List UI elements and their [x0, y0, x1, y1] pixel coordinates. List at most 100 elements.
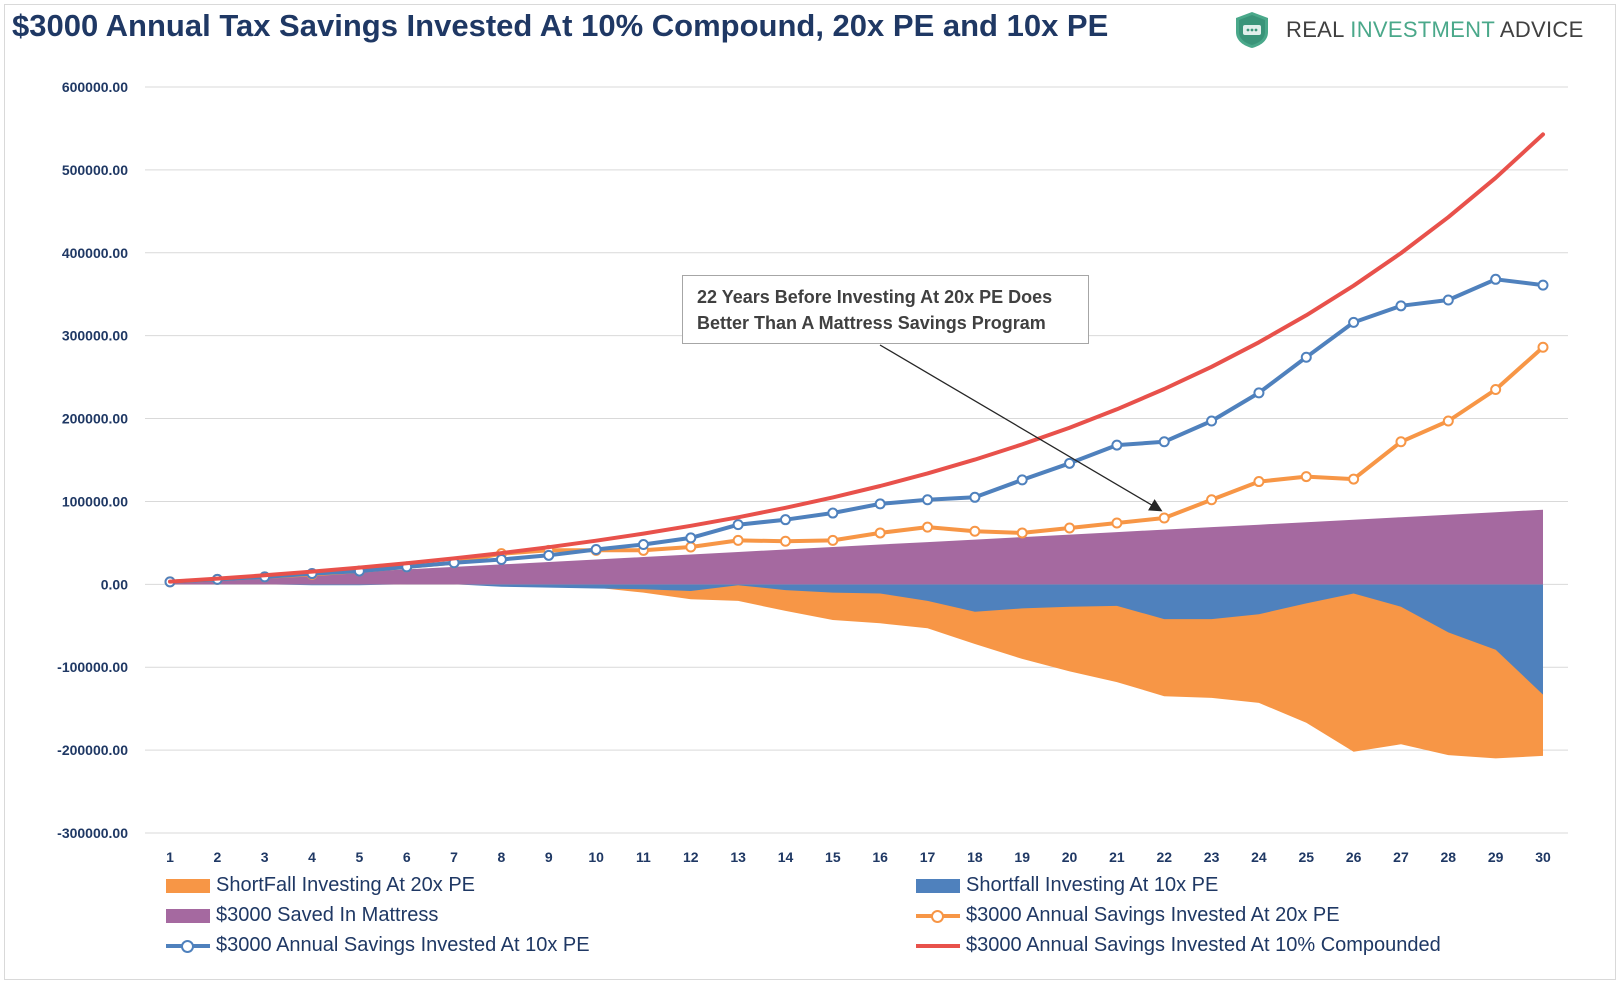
marker-3000-annual-savings-invested-at-10x-pe	[1016, 474, 1028, 486]
marker-3000-annual-savings-invested-at-20x-pe	[827, 534, 839, 546]
x-tick-label: 26	[1346, 849, 1362, 865]
y-tick-label: -100000.00	[57, 659, 128, 675]
marker-3000-annual-savings-invested-at-20x-pe	[922, 521, 934, 533]
marker-3000-annual-savings-invested-at-20x-pe	[1016, 527, 1028, 539]
area-shortfall-investing-at-20x-pe	[170, 584, 1543, 759]
brand-word-investment: INVESTMENT	[1350, 17, 1495, 42]
x-tick-label: 22	[1156, 849, 1172, 865]
legend-swatch	[916, 939, 960, 953]
marker-3000-annual-savings-invested-at-10x-pe	[1442, 294, 1454, 306]
legend-marker-icon	[181, 939, 194, 953]
marker-3000-annual-savings-invested-at-10x-pe	[637, 539, 649, 551]
marker-3000-annual-savings-invested-at-10x-pe	[779, 514, 791, 526]
x-tick-label: 9	[545, 849, 553, 865]
x-tick-label: 7	[450, 849, 458, 865]
brand-name: REAL INVESTMENT ADVICE	[1286, 17, 1584, 43]
legend-item-3000-annual-savings-invested-at-10-compounded: $3000 Annual Savings Invested At 10% Com…	[916, 934, 1441, 957]
annotation-arrow-line	[879, 344, 1163, 512]
x-tick-label: 8	[498, 849, 506, 865]
legend-marker-icon	[931, 909, 944, 923]
x-tick-label: 14	[778, 849, 794, 865]
line-3000-annual-savings-invested-at-10x-pe	[168, 277, 1545, 584]
legend-item-3000-saved-in-mattress: $3000 Saved In Mattress	[166, 904, 438, 927]
x-tick-label: 19	[1014, 849, 1030, 865]
y-tick-label: 100000.00	[62, 493, 128, 509]
x-tick-label: 23	[1204, 849, 1220, 865]
brand-word-real: REAL	[1286, 17, 1351, 42]
legend-swatch	[166, 908, 210, 923]
x-tick-label: 16	[872, 849, 888, 865]
marker-3000-annual-savings-invested-at-20x-pe	[1158, 512, 1170, 524]
x-tick-label: 20	[1062, 849, 1078, 865]
x-tick-label: 3	[261, 849, 269, 865]
x-tick-label: 30	[1535, 849, 1551, 865]
x-tick-label: 15	[825, 849, 841, 865]
annotation-line-1: 22 Years Before Investing At 20x PE Does	[697, 287, 1053, 307]
legend-label: $3000 Annual Savings Invested At 20x PE	[966, 904, 1340, 926]
line-3000-annual-savings-invested-at-10-compounded	[168, 132, 1545, 584]
x-tick-label: 21	[1109, 849, 1125, 865]
marker-3000-annual-savings-invested-at-20x-pe	[1111, 517, 1123, 529]
y-tick-label: 200000.00	[62, 411, 128, 427]
marker-3000-annual-savings-invested-at-10x-pe	[1111, 439, 1123, 451]
marker-3000-annual-savings-invested-at-20x-pe	[969, 525, 981, 537]
x-tick-label: 24	[1251, 849, 1267, 865]
x-tick-label: 28	[1441, 849, 1457, 865]
x-tick-label: 12	[683, 849, 699, 865]
axis-labels: 600000.00 500000.00 400000.00 300000.00 2000…	[57, 79, 1551, 865]
marker-3000-annual-savings-invested-at-20x-pe	[1537, 341, 1549, 353]
marker-3000-annual-savings-invested-at-10x-pe	[827, 507, 839, 519]
marker-3000-annual-savings-invested-at-20x-pe	[1300, 471, 1312, 483]
shield-logo-icon	[1236, 12, 1268, 48]
brand-logo: REAL INVESTMENT ADVICE	[1232, 8, 1584, 52]
legend-swatch	[166, 878, 210, 893]
y-tick-label: 400000.00	[62, 245, 128, 261]
marker-3000-annual-savings-invested-at-20x-pe	[685, 541, 697, 553]
marker-3000-annual-savings-invested-at-20x-pe	[874, 527, 886, 539]
brand-word-advice: ADVICE	[1494, 17, 1584, 42]
marker-3000-annual-savings-invested-at-10x-pe	[969, 491, 981, 503]
marker-3000-annual-savings-invested-at-10x-pe	[1300, 351, 1312, 363]
marker-3000-annual-savings-invested-at-10x-pe	[685, 532, 697, 544]
x-tick-label: 6	[403, 849, 411, 865]
annotation-callout: 22 Years Before Investing At 20x PE Does…	[682, 275, 1089, 344]
marker-3000-annual-savings-invested-at-20x-pe	[1395, 436, 1407, 448]
legend-label: $3000 Annual Savings Invested At 10% Com…	[966, 934, 1441, 956]
x-tick-label: 25	[1298, 849, 1314, 865]
marker-3000-annual-savings-invested-at-20x-pe	[732, 534, 744, 546]
area-3000-saved-in-mattress	[170, 509, 1543, 585]
y-tick-label: -200000.00	[57, 742, 128, 758]
x-tick-label: 29	[1488, 849, 1504, 865]
legend-label: ShortFall Investing At 20x PE	[216, 874, 476, 896]
area-shortfall-investing-at-10x-pe	[170, 584, 1543, 695]
marker-3000-annual-savings-invested-at-10x-pe	[1490, 273, 1502, 285]
x-tick-label: 4	[308, 849, 316, 865]
marker-3000-annual-savings-invested-at-20x-pe	[1206, 494, 1218, 506]
legend-label: $3000 Annual Savings Invested At 10x PE	[216, 934, 590, 956]
chart-frame	[4, 4, 1616, 980]
marker-3000-annual-savings-invested-at-20x-pe	[1348, 473, 1360, 485]
annotation-arrow	[879, 344, 1163, 512]
legend-item-3000-annual-savings-invested-at-10x-pe: $3000 Annual Savings Invested At 10x PE	[166, 934, 590, 957]
legend-swatch	[166, 939, 210, 953]
marker-3000-annual-savings-invested-at-10x-pe	[1395, 300, 1407, 312]
marker-3000-annual-savings-invested-at-10x-pe	[732, 519, 744, 531]
legend-swatch	[916, 878, 960, 893]
marker-3000-annual-savings-invested-at-10x-pe	[1064, 457, 1076, 469]
marker-3000-annual-savings-invested-at-10x-pe	[543, 549, 555, 561]
legend-label: $3000 Saved In Mattress	[216, 904, 439, 926]
annotation-line-2: Better Than A Mattress Savings Program	[697, 313, 1046, 333]
legend-item-3000-annual-savings-invested-at-20x-pe: $3000 Annual Savings Invested At 20x PE	[916, 904, 1340, 927]
marker-3000-annual-savings-invested-at-20x-pe	[1253, 476, 1265, 488]
y-tick-label: -300000.00	[57, 825, 128, 841]
y-tick-label: 500000.00	[62, 162, 128, 178]
x-tick-label: 1	[166, 849, 174, 865]
marker-3000-annual-savings-invested-at-20x-pe	[1490, 384, 1502, 396]
x-tick-label: 13	[730, 849, 746, 865]
y-tick-label: 600000.00	[62, 79, 128, 95]
marker-3000-annual-savings-invested-at-10x-pe	[922, 494, 934, 506]
x-tick-label: 10	[588, 849, 604, 865]
area-series	[170, 509, 1543, 759]
marker-3000-annual-savings-invested-at-20x-pe	[1064, 522, 1076, 534]
